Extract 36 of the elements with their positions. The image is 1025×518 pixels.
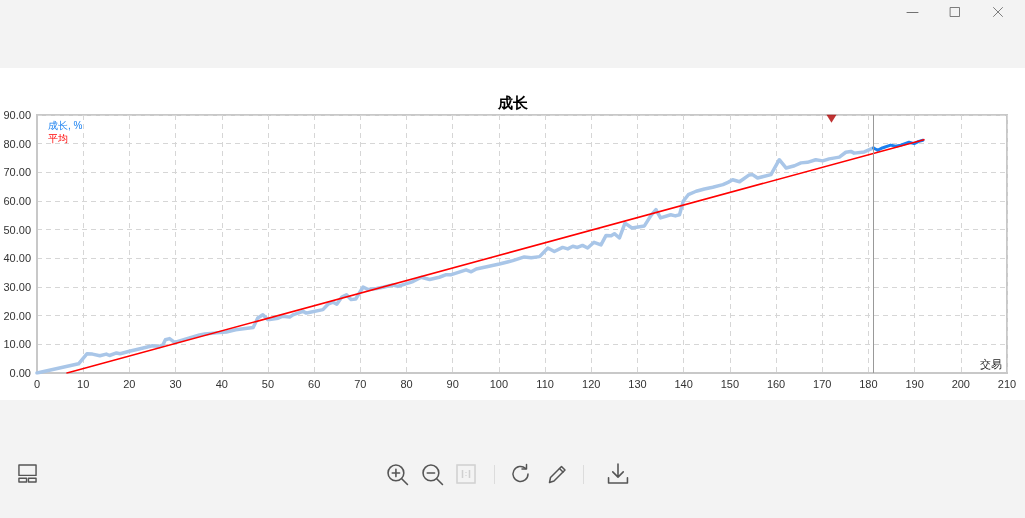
x-tick-label: 90 (446, 377, 459, 390)
x-tick-label: 130 (628, 377, 647, 390)
y-tick-label: 10.00 (3, 338, 31, 351)
y-tick-label: 50.00 (3, 223, 31, 236)
y-tick-label: 70.00 (3, 166, 31, 179)
x-tick-label: 40 (215, 377, 228, 390)
x-tick-label: 60 (308, 377, 321, 390)
x-tick-label: 120 (582, 377, 601, 390)
x-tick-label: 190 (905, 377, 924, 390)
text: 平均 (48, 132, 68, 144)
text: 成长, % (48, 119, 83, 131)
x-tick-label: 50 (261, 377, 275, 390)
x-axis-title: 交易 (980, 357, 1002, 370)
x-tick-label: 140 (674, 377, 693, 390)
y-tick-label: 40.00 (3, 252, 31, 265)
y-tick-label: 60.00 (3, 195, 31, 207)
x-tick-label: 180 (859, 377, 878, 390)
x-tick-label: 150 (720, 377, 740, 390)
x-tick-label: 0 (33, 377, 41, 390)
chart-title: 成长 (496, 94, 529, 111)
x-tick-label: 70 (354, 377, 367, 390)
y-tick-label: 90.00 (3, 109, 31, 121)
x-tick-label: 200 (951, 377, 970, 390)
y-tick-label: 20.00 (3, 309, 31, 322)
x-tick-label: 160 (766, 377, 786, 390)
y-tick-label: 80.00 (3, 137, 31, 150)
x-tick-label: 110 (536, 377, 554, 390)
x-tick-label: 100 (489, 377, 509, 390)
x-tick-label: 20 (123, 377, 136, 390)
x-tick-label: 30 (169, 377, 182, 390)
y-tick-label: 0.00 (9, 367, 31, 379)
x-tick-label: 170 (813, 377, 832, 390)
x-tick-label: 10 (77, 377, 90, 390)
x-tick-label: 80 (400, 377, 413, 390)
x-tick-label: 210 (997, 377, 1017, 390)
y-tick-label: 30.00 (3, 281, 31, 293)
